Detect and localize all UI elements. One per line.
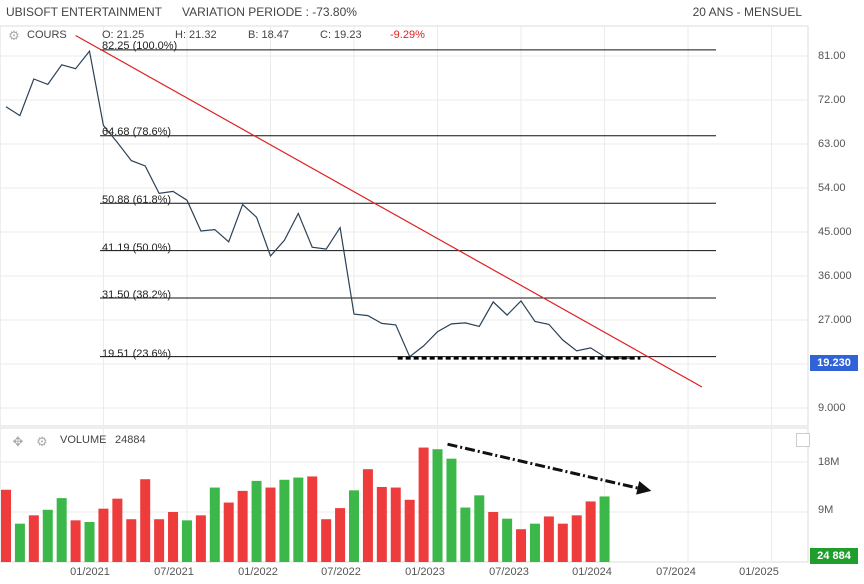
y-tick-label: 72.00 (818, 94, 846, 106)
x-tick-label: 01/2021 (70, 566, 110, 578)
volume-bar (154, 519, 165, 562)
volume-bar (543, 516, 554, 562)
volume-bar (56, 498, 67, 562)
x-tick-label: 01/2024 (572, 566, 612, 578)
volume-bar (28, 515, 39, 562)
legend-high: H: 21.32 (175, 29, 217, 41)
instrument-title: UBISOFT ENTERTAINMENT (6, 5, 163, 19)
fib-label: 31.50 (38.2%) (102, 289, 172, 301)
volume-bar (376, 487, 387, 562)
volume-trend-arrow-head (636, 480, 652, 495)
y-tick-label: 27.000 (818, 314, 852, 326)
x-tick-label: 01/2023 (405, 566, 445, 578)
volume-bar (98, 508, 109, 562)
volume-bar (321, 519, 332, 562)
volume-legend-value: 24884 (115, 434, 146, 446)
volume-bar (599, 496, 610, 562)
volume-bar (390, 487, 401, 562)
y-tick-label: 81.00 (818, 50, 846, 62)
volume-bar (42, 509, 53, 562)
y-tick-label: 54.00 (818, 182, 846, 194)
x-tick-label: 07/2024 (656, 566, 696, 578)
volume-bar (404, 499, 415, 562)
volume-toggle-checkbox[interactable] (796, 433, 810, 447)
volume-trend-arrow-line (447, 442, 642, 491)
y-tick-label: 45.000 (818, 226, 852, 238)
volume-bar (460, 507, 471, 562)
fib-label: 50.88 (61.8%) (102, 194, 172, 206)
volume-bar (140, 479, 151, 562)
price-series-line (5, 49, 633, 359)
volume-bar (516, 529, 527, 562)
move-icon[interactable]: ✥ (12, 434, 24, 449)
volume-panel-border (0, 427, 809, 563)
volume-bar (209, 487, 220, 562)
x-tick-label: 01/2022 (238, 566, 278, 578)
period-selector[interactable]: 20 ANS - MENSUEL (692, 5, 802, 19)
volume-bar (237, 490, 248, 562)
volume-bar (251, 480, 262, 562)
volume-bar (84, 522, 95, 562)
x-tick-label: 07/2023 (489, 566, 529, 578)
resistance-trendline (75, 34, 703, 388)
volume-bar (502, 518, 513, 562)
volume-bar (418, 447, 429, 562)
vol-tick-label: 18M (818, 456, 840, 468)
price-chart (5, 34, 703, 388)
x-tick-label: 01/2025 (739, 566, 779, 578)
legend-change: -9.29% (390, 29, 425, 41)
volume-legend-name: VOLUME (60, 434, 107, 446)
y-tick-label: 9.000 (818, 402, 846, 414)
fibonacci-lines (100, 49, 716, 358)
volume-bar (112, 498, 123, 562)
volume-bar (446, 458, 457, 562)
legend-open: O: 21.25 (102, 29, 145, 41)
volume-bar (585, 501, 596, 562)
gear-icon[interactable]: ⚙ (8, 28, 20, 43)
period-variation: VARIATION PERIODE : -73.80% (182, 5, 357, 19)
volume-bar (14, 523, 25, 562)
legend-close: C: 19.23 (320, 29, 362, 41)
volume-bar (571, 515, 582, 562)
volume-bar (1, 489, 11, 562)
volume-bar (195, 515, 206, 562)
vol-tick-label: 9M (818, 504, 834, 516)
volume-bar (557, 523, 568, 562)
volume-bar (168, 512, 179, 562)
volume-bar (335, 508, 346, 562)
volume-bar (70, 520, 81, 562)
price-legend-name: COURS (27, 29, 67, 41)
volume-bar (181, 520, 192, 562)
price-panel-border (0, 25, 809, 427)
y-tick-label: 36.000 (818, 270, 852, 282)
volume-bar (349, 490, 359, 562)
volume-bar (362, 469, 373, 562)
volume-bar (265, 487, 276, 562)
volume-bar (432, 449, 443, 562)
x-tick-label: 07/2021 (154, 566, 194, 578)
last-volume-tag: 24 884 (810, 548, 858, 564)
volume-bar (223, 502, 234, 562)
x-tick-label: 07/2022 (321, 566, 361, 578)
fib-label: 82.25 (100.0%) (102, 40, 178, 52)
volume-chart (1, 442, 652, 562)
volume-bar (488, 512, 499, 562)
volume-bar (279, 479, 290, 562)
volume-bar (293, 477, 304, 562)
volume-bar (307, 476, 318, 562)
volume-bar (126, 519, 137, 562)
fib-label: 64.68 (78.6%) (102, 126, 172, 138)
volume-bar (529, 523, 540, 562)
legend-low: B: 18.47 (248, 29, 289, 41)
y-tick-label: 63.00 (818, 138, 846, 150)
fib-label: 19.51 (23.6%) (102, 348, 172, 360)
last-price-tag: 19.230 (810, 355, 858, 371)
fib-label: 41.19 (50.0%) (102, 242, 172, 254)
volume-bar (474, 495, 485, 562)
gear-icon[interactable]: ⚙ (36, 434, 48, 449)
